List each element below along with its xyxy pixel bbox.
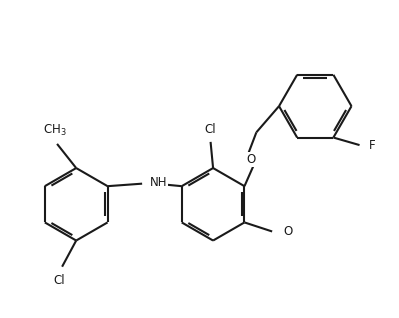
Text: NH: NH bbox=[150, 176, 167, 189]
Text: O: O bbox=[247, 153, 256, 166]
Text: CH$_3$: CH$_3$ bbox=[43, 123, 66, 138]
Text: F: F bbox=[369, 139, 375, 152]
Text: Cl: Cl bbox=[54, 274, 65, 287]
Text: Cl: Cl bbox=[205, 123, 216, 136]
Text: O: O bbox=[283, 225, 292, 238]
